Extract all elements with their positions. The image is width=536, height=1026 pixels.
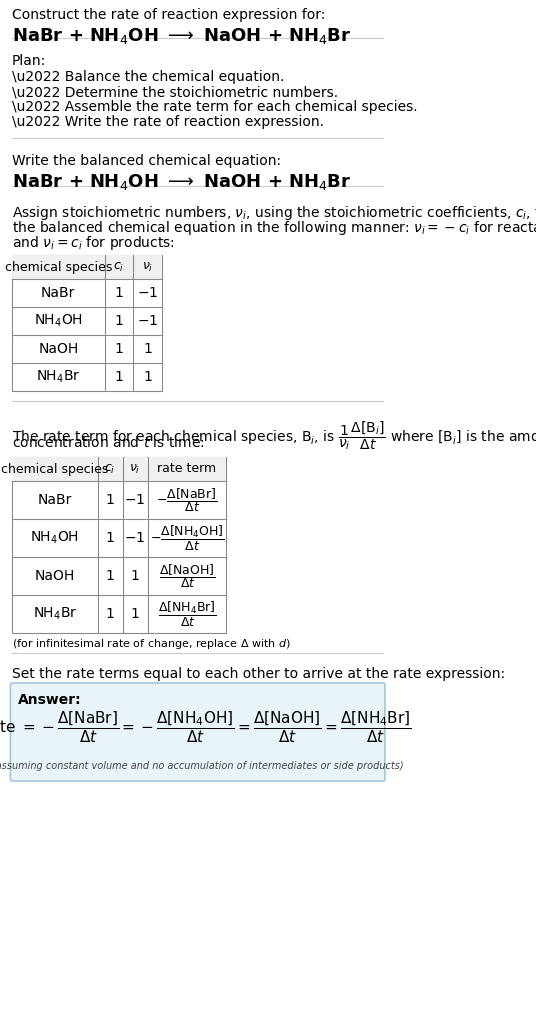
Text: $-1$: $-1$ bbox=[124, 531, 146, 545]
Text: 1: 1 bbox=[115, 370, 123, 384]
Text: Write the balanced chemical equation:: Write the balanced chemical equation: bbox=[12, 154, 281, 168]
Text: $\dfrac{\Delta[\mathrm{NaOH}]}{\Delta t}$: $\dfrac{\Delta[\mathrm{NaOH}]}{\Delta t}… bbox=[159, 562, 215, 590]
Text: Construct the rate of reaction expression for:: Construct the rate of reaction expressio… bbox=[12, 8, 325, 22]
Text: Set the rate terms equal to each other to arrive at the rate expression:: Set the rate terms equal to each other t… bbox=[12, 667, 505, 681]
Text: \u2022 Assemble the rate term for each chemical species.: \u2022 Assemble the rate term for each c… bbox=[12, 100, 418, 114]
Text: \u2022 Write the rate of reaction expression.: \u2022 Write the rate of reaction expres… bbox=[12, 115, 324, 129]
Text: the balanced chemical equation in the following manner: $\nu_i = -c_i$ for react: the balanced chemical equation in the fo… bbox=[12, 219, 536, 237]
Text: 1: 1 bbox=[106, 569, 115, 583]
Text: \u2022 Balance the chemical equation.: \u2022 Balance the chemical equation. bbox=[12, 70, 284, 84]
Text: 1: 1 bbox=[143, 370, 152, 384]
Text: Assign stoichiometric numbers, $\nu_i$, using the stoichiometric coefficients, $: Assign stoichiometric numbers, $\nu_i$, … bbox=[12, 204, 536, 222]
Text: rate $= -\dfrac{\Delta[\mathrm{NaBr}]}{\Delta t} = -\dfrac{\Delta[\mathrm{NH_4OH: rate $= -\dfrac{\Delta[\mathrm{NaBr}]}{\… bbox=[0, 709, 412, 745]
Text: Plan:: Plan: bbox=[12, 54, 46, 68]
Text: 1: 1 bbox=[115, 314, 123, 328]
Text: $-1$: $-1$ bbox=[137, 286, 158, 300]
Text: $-1$: $-1$ bbox=[124, 494, 146, 507]
Text: NaBr: NaBr bbox=[38, 494, 72, 507]
Text: chemical species: chemical species bbox=[5, 261, 112, 274]
Text: \u2022 Determine the stoichiometric numbers.: \u2022 Determine the stoichiometric numb… bbox=[12, 85, 338, 98]
Text: 1: 1 bbox=[131, 607, 139, 621]
Text: 1: 1 bbox=[115, 286, 123, 300]
Text: $\dfrac{\Delta[\mathrm{NH_4Br}]}{\Delta t}$: $\dfrac{\Delta[\mathrm{NH_4Br}]}{\Delta … bbox=[158, 599, 217, 629]
Text: concentration and $t$ is time:: concentration and $t$ is time: bbox=[12, 435, 205, 450]
Text: $\nu_i$: $\nu_i$ bbox=[142, 261, 153, 274]
Text: NH$_4$Br: NH$_4$Br bbox=[36, 368, 80, 385]
Bar bbox=[12, 255, 162, 279]
FancyBboxPatch shape bbox=[10, 683, 385, 781]
Text: NH$_4$Br: NH$_4$Br bbox=[33, 605, 77, 622]
Text: Answer:: Answer: bbox=[18, 693, 81, 707]
Text: 1: 1 bbox=[143, 342, 152, 356]
Text: 1: 1 bbox=[131, 569, 139, 583]
Text: chemical species: chemical species bbox=[1, 463, 108, 475]
Text: 1: 1 bbox=[106, 494, 115, 507]
Text: rate term: rate term bbox=[158, 463, 217, 475]
Text: The rate term for each chemical species, B$_i$, is $\dfrac{1}{\nu_i}\dfrac{\Delt: The rate term for each chemical species,… bbox=[12, 419, 536, 451]
Text: 1: 1 bbox=[115, 342, 123, 356]
Text: (for infinitesimal rate of change, replace $\Delta$ with $d$): (for infinitesimal rate of change, repla… bbox=[12, 637, 291, 652]
Bar bbox=[12, 457, 226, 481]
Text: NaBr: NaBr bbox=[41, 286, 76, 300]
Text: $c_i$: $c_i$ bbox=[105, 463, 116, 475]
Text: 1: 1 bbox=[106, 531, 115, 545]
Bar bbox=[12, 457, 226, 633]
Text: NaOH: NaOH bbox=[35, 569, 75, 583]
Text: NaOH: NaOH bbox=[38, 342, 78, 356]
Text: 1: 1 bbox=[106, 607, 115, 621]
Text: and $\nu_i = c_i$ for products:: and $\nu_i = c_i$ for products: bbox=[12, 234, 175, 252]
Text: NH$_4$OH: NH$_4$OH bbox=[34, 313, 83, 329]
Text: (assuming constant volume and no accumulation of intermediates or side products): (assuming constant volume and no accumul… bbox=[0, 761, 404, 771]
Text: $\nu_i$: $\nu_i$ bbox=[129, 463, 141, 475]
Text: NaBr + NH$_4$OH $\longrightarrow$ NaOH + NH$_4$Br: NaBr + NH$_4$OH $\longrightarrow$ NaOH +… bbox=[12, 172, 352, 192]
Text: NaBr + NH$_4$OH $\longrightarrow$ NaOH + NH$_4$Br: NaBr + NH$_4$OH $\longrightarrow$ NaOH +… bbox=[12, 26, 352, 46]
Text: NH$_4$OH: NH$_4$OH bbox=[30, 529, 79, 546]
Text: $c_i$: $c_i$ bbox=[114, 261, 125, 274]
Text: $-1$: $-1$ bbox=[137, 314, 158, 328]
Text: $-\dfrac{\Delta[\mathrm{NH_4OH}]}{\Delta t}$: $-\dfrac{\Delta[\mathrm{NH_4OH}]}{\Delta… bbox=[150, 523, 225, 553]
Bar bbox=[12, 255, 162, 391]
Text: $-\dfrac{\Delta[\mathrm{NaBr}]}{\Delta t}$: $-\dfrac{\Delta[\mathrm{NaBr}]}{\Delta t… bbox=[156, 486, 218, 514]
